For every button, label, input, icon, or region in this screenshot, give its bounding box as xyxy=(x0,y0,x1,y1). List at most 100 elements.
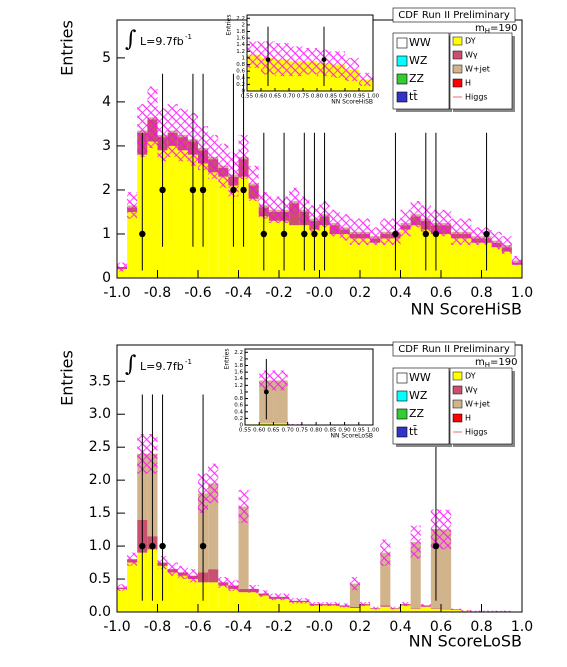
uncertainty-band xyxy=(360,218,371,245)
y-tick-label: 0.4 xyxy=(236,75,245,81)
data-point xyxy=(432,230,440,238)
uncertainty-band xyxy=(268,593,279,601)
histogram-bar xyxy=(410,225,421,278)
histogram-bar xyxy=(410,608,421,612)
mass-label-part: m xyxy=(475,357,485,368)
uncertainty-band xyxy=(420,604,431,607)
histogram-bar xyxy=(208,483,219,570)
data-point xyxy=(230,186,237,194)
x-tick-label: -0.6 xyxy=(184,285,211,301)
histogram-bar xyxy=(360,238,371,278)
legend-label: WZ xyxy=(409,54,428,67)
histogram-bar xyxy=(238,588,249,593)
histogram-bar xyxy=(339,606,350,612)
y-tick-label: 2.5 xyxy=(89,439,111,455)
data-point xyxy=(199,542,207,550)
y-tick-label: 1.6 xyxy=(236,36,245,42)
histogram-bar xyxy=(117,269,128,278)
legend-swatch xyxy=(396,390,408,402)
histogram-bar xyxy=(410,608,421,609)
inset-y-axis-title: Entries xyxy=(226,15,233,36)
y-tick-label: 1.2 xyxy=(236,49,245,55)
data-point xyxy=(139,542,146,550)
x-axis-title: NN ScoreLoSB xyxy=(409,632,522,651)
histogram-bar xyxy=(268,220,279,278)
histogram-bar xyxy=(349,238,360,278)
uncertainty-band xyxy=(258,590,269,597)
y-tick-label: 1.8 xyxy=(234,363,243,369)
data-point xyxy=(280,230,288,238)
uncertainty-band xyxy=(117,262,128,272)
legend-label: W+jet xyxy=(465,65,490,74)
histogram-bar xyxy=(127,562,138,612)
mass-label-part: m xyxy=(475,23,485,34)
uncertainty-band xyxy=(268,196,279,223)
uncertainty-band xyxy=(127,192,138,219)
histogram-bar xyxy=(430,608,441,612)
uncertainty-band xyxy=(218,143,229,188)
data-point xyxy=(263,389,269,395)
data-point xyxy=(159,186,166,194)
histogram-bar xyxy=(349,608,360,612)
y-tick-label: 2 xyxy=(242,22,246,28)
uncertainty-band xyxy=(289,598,300,604)
histogram-bar xyxy=(273,423,288,425)
y-tick-label: 2.2 xyxy=(236,16,245,22)
y-tick-label: 1 xyxy=(242,55,246,61)
data-point xyxy=(189,186,197,194)
x-tick-label: -0.4 xyxy=(225,285,252,301)
y-tick-label: 0.2 xyxy=(236,82,245,88)
histogram-bar xyxy=(238,592,249,612)
x-tick-label: -0.8 xyxy=(144,619,171,635)
x-tick-label: 0.95 xyxy=(353,428,366,434)
x-tick-label: 0.60 xyxy=(253,428,266,434)
y-tick-label: 5 xyxy=(102,50,111,66)
legend-label: Higgs xyxy=(465,93,488,102)
data-point xyxy=(139,230,146,238)
plot-frame xyxy=(244,348,374,426)
y-tick-label: 0.8 xyxy=(236,62,245,68)
uncertainty-band xyxy=(511,255,522,265)
uncertainty-band xyxy=(117,584,128,591)
uncertainty-band xyxy=(370,606,381,610)
data-point xyxy=(265,57,271,63)
histogram-bar xyxy=(441,233,452,278)
histogram-bar xyxy=(238,506,249,589)
legend-label: H xyxy=(465,414,471,423)
x-tick-label: 1.00 xyxy=(367,94,380,100)
x-tick-label: 0.85 xyxy=(325,94,338,100)
y-tick-label: 0 xyxy=(242,89,246,95)
legend-label: DY xyxy=(465,37,476,46)
x-tick-label: -1.0 xyxy=(103,285,130,301)
uncertainty-band xyxy=(147,86,158,149)
uncertainty-band xyxy=(329,209,340,237)
histogram-bar xyxy=(147,141,158,278)
histogram-bar xyxy=(400,605,411,612)
mass-label: mH=190 xyxy=(475,357,517,369)
uncertainty-band xyxy=(167,104,178,157)
mass-label-part: H xyxy=(485,27,490,35)
histogram-bar xyxy=(208,569,219,583)
histogram-bar xyxy=(349,583,360,607)
x-tick-label: 0.4 xyxy=(389,285,411,301)
data-point xyxy=(311,230,318,238)
title-box xyxy=(392,341,516,357)
chart-title: CDF Run II Preliminary xyxy=(398,344,510,355)
histogram-bar xyxy=(309,605,320,612)
histogram-bar xyxy=(461,238,472,278)
histogram-bar xyxy=(501,251,512,278)
y-tick-label: 0.0 xyxy=(89,604,111,620)
histogram-bar xyxy=(187,579,198,612)
mass-label: mH=190 xyxy=(475,23,517,35)
uncertainty-band xyxy=(349,218,360,245)
histogram-bar xyxy=(380,605,391,607)
x-tick-label: -0.4 xyxy=(225,619,252,635)
y-tick-label: 0.8 xyxy=(234,396,243,402)
histogram-bar xyxy=(117,588,128,612)
histogram-bar xyxy=(441,529,452,609)
legend-swatch xyxy=(396,55,408,67)
histogram-bar xyxy=(380,552,391,606)
x-tick-label: 0.60 xyxy=(255,94,268,100)
uncertainty-band xyxy=(400,602,411,607)
uncertainty-band xyxy=(390,606,401,610)
